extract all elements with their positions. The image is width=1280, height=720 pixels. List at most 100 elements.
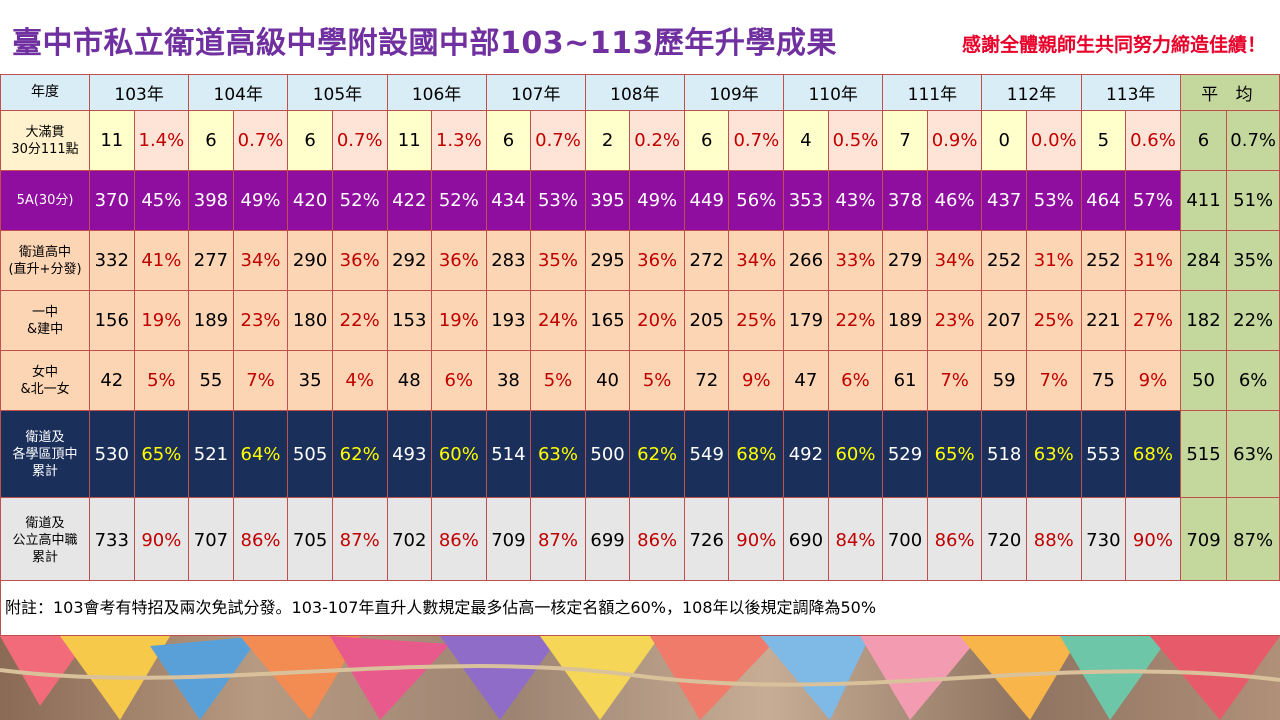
percent-cell: 56% bbox=[728, 170, 785, 231]
percent-cell: 1.4% bbox=[133, 110, 190, 171]
count-cell: 521 bbox=[188, 410, 234, 498]
year-header: 105年 bbox=[287, 74, 388, 111]
average-header: 平 均 bbox=[1179, 74, 1280, 111]
percent-cell: 9% bbox=[728, 350, 785, 411]
percent-cell: 5% bbox=[530, 350, 586, 411]
count-cell: 500 bbox=[584, 410, 631, 498]
count-cell: 505 bbox=[287, 410, 333, 498]
count-cell: 0 bbox=[981, 110, 1027, 171]
count-cell: 699 bbox=[584, 497, 631, 583]
percent-cell: 65% bbox=[926, 410, 983, 498]
count-cell: 75 bbox=[1080, 350, 1127, 411]
row-label-line: 5A(30分) bbox=[16, 193, 74, 208]
percent-cell: 90% bbox=[728, 497, 785, 583]
percent-cell: 45% bbox=[133, 170, 190, 231]
row-label: 衛道高中 (直升+分發) bbox=[0, 230, 91, 291]
count-cell: 277 bbox=[188, 230, 234, 291]
row-label: 大滿貫 30分111點 bbox=[0, 110, 91, 171]
count-cell: 733 bbox=[89, 497, 135, 583]
row-label-line: 衛道及 bbox=[25, 515, 65, 531]
count-cell: 42 bbox=[89, 350, 135, 411]
average-percent-cell: 0.7% bbox=[1226, 110, 1280, 171]
count-cell: 720 bbox=[981, 497, 1027, 583]
year-header: 106年 bbox=[386, 74, 487, 111]
count-cell: 4 bbox=[783, 110, 829, 171]
count-cell: 6 bbox=[485, 110, 532, 171]
row-label-line: 大滿貫 bbox=[25, 124, 65, 140]
count-cell: 449 bbox=[683, 170, 730, 231]
average-count-cell: 6 bbox=[1179, 110, 1228, 171]
decorative-banner-image bbox=[0, 636, 1280, 720]
percent-cell: 5% bbox=[133, 350, 190, 411]
percent-cell: 87% bbox=[530, 497, 586, 583]
percent-cell: 60% bbox=[431, 410, 487, 498]
public-schools-cumulative-row: 衛道及 公立高中職 累計 733 90% 707 86% 705 87% 702 86% 709 87%… bbox=[0, 497, 1280, 583]
year-header: 111年 bbox=[882, 74, 983, 111]
row-label-line: 各學區頂中 bbox=[12, 446, 78, 462]
percent-cell: 34% bbox=[728, 230, 785, 291]
row-label-line: 衛道及 bbox=[25, 429, 65, 445]
percent-cell: 43% bbox=[827, 170, 884, 231]
percent-cell: 19% bbox=[431, 290, 487, 351]
percent-cell: 0.7% bbox=[530, 110, 586, 171]
percent-cell: 0.6% bbox=[1125, 110, 1181, 171]
count-cell: 290 bbox=[287, 230, 333, 291]
percent-cell: 22% bbox=[331, 290, 388, 351]
row-label-line: (直升+分發) bbox=[8, 261, 82, 277]
results-body: 大滿貫 30分111點 11 1.4% 6 0.7% 6 0.7% 11 1.3% 6 0.7% 2 0.… bbox=[0, 110, 1280, 583]
count-cell: 207 bbox=[981, 290, 1027, 351]
percent-cell: 36% bbox=[331, 230, 388, 291]
count-cell: 61 bbox=[882, 350, 928, 411]
results-table: 年度 103年 104年 105年 106年 107年 108年 109年 110年 111年 1… bbox=[0, 74, 1280, 583]
percent-cell: 52% bbox=[331, 170, 388, 231]
count-cell: 266 bbox=[783, 230, 829, 291]
average-percent-cell: 87% bbox=[1226, 497, 1280, 583]
count-cell: 11 bbox=[386, 110, 433, 171]
count-cell: 180 bbox=[287, 290, 333, 351]
average-count-cell: 411 bbox=[1179, 170, 1228, 231]
percent-cell: 36% bbox=[629, 230, 685, 291]
row-label: 衛道及 各學區頂中 累計 bbox=[0, 410, 91, 498]
row-label-line: 累計 bbox=[32, 463, 59, 479]
year-header: 109年 bbox=[683, 74, 785, 111]
average-count-cell: 515 bbox=[1179, 410, 1228, 498]
percent-cell: 86% bbox=[431, 497, 487, 583]
average-count-cell: 284 bbox=[1179, 230, 1228, 291]
count-cell: 353 bbox=[783, 170, 829, 231]
percent-cell: 68% bbox=[728, 410, 785, 498]
percent-cell: 4% bbox=[331, 350, 388, 411]
percent-cell: 88% bbox=[1025, 497, 1082, 583]
row-label-line: 30分111點 bbox=[11, 141, 79, 157]
header-row: 年度 103年 104年 105年 106年 107年 108年 109年 110年 111年 1… bbox=[0, 74, 1280, 111]
weidao-high-row: 衛道高中 (直升+分發) 332 41% 277 34% 290 36% 292 36% 283 35… bbox=[0, 230, 1280, 291]
percent-cell: 68% bbox=[1125, 410, 1181, 498]
average-percent-cell: 22% bbox=[1226, 290, 1280, 351]
count-cell: 420 bbox=[287, 170, 333, 231]
count-cell: 6 bbox=[287, 110, 333, 171]
row-label: 衛道及 公立高中職 累計 bbox=[0, 497, 91, 583]
count-cell: 47 bbox=[783, 350, 829, 411]
row-label-line: 衛道高中 bbox=[19, 244, 72, 260]
average-percent-cell: 63% bbox=[1226, 410, 1280, 498]
percent-cell: 25% bbox=[1025, 290, 1082, 351]
row-label-line: 女中 bbox=[32, 364, 59, 380]
percent-cell: 7% bbox=[1025, 350, 1082, 411]
count-cell: 709 bbox=[485, 497, 532, 583]
year-header-label: 年度 bbox=[0, 74, 91, 111]
percent-cell: 35% bbox=[530, 230, 586, 291]
count-cell: 529 bbox=[882, 410, 928, 498]
count-cell: 11 bbox=[89, 110, 135, 171]
page-title: 臺中市私立衛道高級中學附設國中部103~113歷年升學成果 bbox=[12, 26, 837, 61]
count-cell: 530 bbox=[89, 410, 135, 498]
row-label-line: &北一女 bbox=[20, 381, 70, 397]
percent-cell: 0.7% bbox=[331, 110, 388, 171]
count-cell: 40 bbox=[584, 350, 631, 411]
count-cell: 252 bbox=[981, 230, 1027, 291]
count-cell: 464 bbox=[1080, 170, 1127, 231]
row-label: 一中 &建中 bbox=[0, 290, 91, 351]
percent-cell: 60% bbox=[827, 410, 884, 498]
percent-cell: 64% bbox=[232, 410, 289, 498]
count-cell: 189 bbox=[882, 290, 928, 351]
percent-cell: 6% bbox=[431, 350, 487, 411]
row-label: 5A(30分) bbox=[0, 170, 91, 231]
